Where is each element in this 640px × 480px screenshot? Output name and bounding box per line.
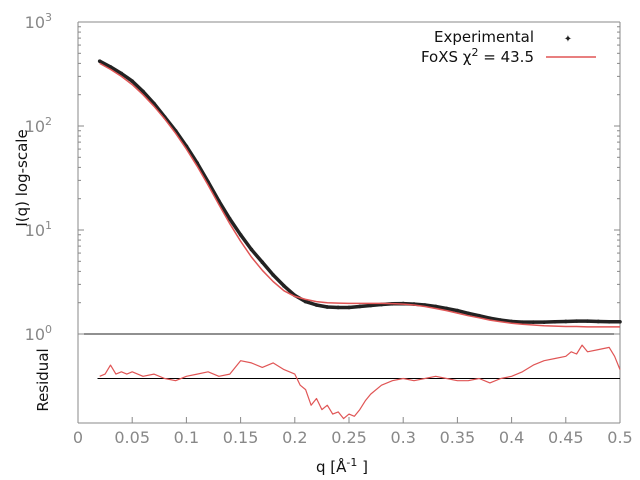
x-tick-label: 0.5	[607, 428, 632, 447]
experimental-point	[531, 320, 536, 324]
y-tick-label: 101	[25, 219, 52, 240]
experimental-point	[466, 311, 471, 316]
experimental-point	[260, 260, 265, 265]
x-axis-label: q [Å-1 ]	[316, 456, 368, 476]
x-tick-label: 0.2	[282, 428, 307, 447]
experimental-point	[108, 65, 113, 69]
experimental-series	[98, 59, 620, 324]
x-tick-label: 0.45	[548, 428, 584, 447]
experimental-point	[227, 217, 232, 221]
bottom-y-axis-label: Residual	[34, 348, 52, 411]
top-y-ticks: 100 101 102 103	[25, 11, 620, 344]
y-tick-label: 102	[25, 115, 52, 136]
top-series	[97, 59, 622, 328]
experimental-point	[520, 320, 525, 324]
experimental-point	[607, 320, 611, 324]
top-panel: 100 101 102 103	[25, 11, 622, 344]
x-tick-label: 0.25	[331, 428, 367, 447]
experimental-point	[358, 304, 362, 309]
legend-swatch-experimental: ✦	[564, 34, 572, 45]
y-tick-label: 103	[25, 11, 52, 32]
legend-fit-sup: 2	[471, 46, 478, 59]
bottom-x-ticks: 0 0.05 0.1 0.15 0.2 0.25 0.3 0.35 0.4 0.45 0.5	[73, 417, 633, 447]
legend-label-experimental: Experimental	[434, 28, 534, 46]
x-tick-label: 0.05	[114, 428, 150, 447]
experimental-point	[542, 320, 546, 324]
experimental-point	[271, 273, 275, 277]
experimental-point	[141, 89, 145, 94]
experimental-point	[444, 306, 449, 311]
x-tick-label: 0	[73, 428, 83, 447]
experimental-point	[249, 247, 254, 252]
experimental-point	[325, 305, 330, 309]
residual-series	[99, 344, 621, 420]
experimental-point	[585, 319, 590, 323]
bottom-panel: 0 0.05 0.1 0.15 0.2 0.25 0.3 0.35 0.4 0.45 0.5	[73, 334, 633, 447]
fit-series	[99, 62, 620, 328]
y-tick-label: 100	[25, 323, 52, 344]
experimental-point	[130, 79, 134, 83]
x-tick-label: 0.15	[223, 428, 259, 447]
legend: Experimental ✦ FoXS χ2 = 43.5	[421, 28, 596, 66]
x-axis-label-suffix: ]	[357, 458, 368, 476]
experimental-point	[488, 316, 492, 320]
experimental-point	[553, 320, 557, 324]
x-axis-label-prefix: q [Å	[316, 457, 347, 476]
x-tick-label: 0.3	[390, 428, 415, 447]
experimental-point	[455, 308, 460, 313]
legend-fit-prefix: FoXS χ	[421, 48, 472, 66]
experimental-point	[564, 319, 568, 324]
x-axis-label-sup: -1	[346, 456, 357, 469]
experimental-point	[97, 59, 102, 63]
x-tick-label: 0.35	[440, 428, 476, 447]
experimental-point	[336, 305, 340, 310]
experimental-point	[618, 320, 622, 324]
experimental-point	[119, 71, 124, 76]
top-y-axis-label: I(q) log-scale	[13, 129, 31, 226]
x-tick-label: 0.1	[174, 428, 199, 447]
experimental-point	[368, 303, 373, 308]
experimental-point	[314, 303, 319, 307]
experimental-point	[282, 284, 286, 288]
experimental-point	[238, 232, 243, 237]
experimental-point	[347, 305, 351, 310]
experimental-point	[574, 319, 579, 323]
experimental-point	[596, 319, 601, 324]
experimental-point	[303, 299, 308, 304]
experimental-point	[477, 313, 481, 318]
x-tick-label: 0.4	[499, 428, 524, 447]
bottom-series	[99, 344, 621, 420]
experimental-point	[433, 304, 438, 309]
legend-label-fit: FoXS χ2 = 43.5	[421, 46, 534, 66]
legend-fit-suffix: = 43.5	[478, 48, 534, 66]
